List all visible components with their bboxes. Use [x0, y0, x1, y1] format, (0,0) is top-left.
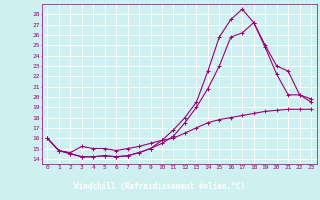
Text: Windchill (Refroidissement éolien,°C): Windchill (Refroidissement éolien,°C) — [75, 182, 245, 192]
